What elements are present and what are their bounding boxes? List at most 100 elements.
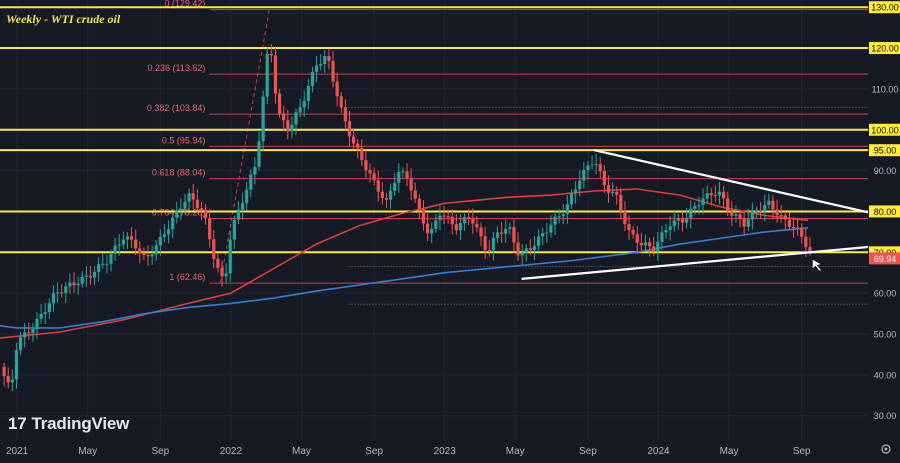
candle[interactable] xyxy=(199,208,204,210)
candle[interactable] xyxy=(125,236,130,240)
candle[interactable] xyxy=(31,329,35,334)
candle[interactable] xyxy=(483,236,487,251)
candle[interactable] xyxy=(771,200,775,210)
candle[interactable] xyxy=(113,245,117,254)
candle[interactable] xyxy=(499,232,504,234)
candle[interactable] xyxy=(195,199,199,209)
candle[interactable] xyxy=(458,222,463,231)
candle[interactable] xyxy=(277,93,282,114)
candle[interactable] xyxy=(504,228,508,234)
candle[interactable] xyxy=(257,141,261,167)
candle[interactable] xyxy=(27,332,31,334)
candle[interactable] xyxy=(656,241,660,252)
candle[interactable] xyxy=(573,189,578,194)
candle[interactable] xyxy=(532,246,537,250)
candle[interactable] xyxy=(364,160,368,171)
candle[interactable] xyxy=(212,239,216,259)
candle[interactable] xyxy=(639,243,643,246)
candle[interactable] xyxy=(520,252,524,256)
candle[interactable] xyxy=(302,100,306,108)
candle[interactable] xyxy=(808,247,812,252)
candle[interactable] xyxy=(491,237,495,251)
candle[interactable] xyxy=(726,198,730,212)
candle[interactable] xyxy=(146,255,150,257)
candle[interactable] xyxy=(541,233,545,237)
candle[interactable] xyxy=(55,292,60,294)
candle[interactable] xyxy=(553,216,557,225)
candle[interactable] xyxy=(314,65,319,73)
candle[interactable] xyxy=(791,226,796,228)
candle[interactable] xyxy=(80,276,84,284)
candle[interactable] xyxy=(668,226,672,231)
candle[interactable] xyxy=(775,209,779,216)
candle[interactable] xyxy=(467,217,471,219)
candle[interactable] xyxy=(405,171,409,179)
candle[interactable] xyxy=(240,203,245,210)
candle[interactable] xyxy=(602,170,606,186)
candle[interactable] xyxy=(220,267,224,277)
candle[interactable] xyxy=(154,245,158,255)
candle[interactable] xyxy=(565,204,569,215)
candle[interactable] xyxy=(216,258,220,268)
candle[interactable] xyxy=(269,53,273,56)
candle[interactable] xyxy=(171,217,175,230)
candle[interactable] xyxy=(689,208,693,219)
candle[interactable] xyxy=(179,208,183,211)
candle[interactable] xyxy=(722,191,726,199)
candle[interactable] xyxy=(294,112,298,125)
candle[interactable] xyxy=(462,217,467,223)
candle[interactable] xyxy=(187,193,191,202)
candle[interactable] xyxy=(672,220,676,227)
candle[interactable] xyxy=(582,170,586,181)
candle[interactable] xyxy=(166,229,171,235)
candle[interactable] xyxy=(298,107,302,113)
candle[interactable] xyxy=(495,232,500,238)
candle[interactable] xyxy=(713,195,717,197)
candle[interactable] xyxy=(627,224,631,231)
candle[interactable] xyxy=(134,239,138,249)
candle[interactable] xyxy=(306,85,310,101)
candle[interactable] xyxy=(397,172,401,183)
candle[interactable] xyxy=(754,210,759,212)
candle[interactable] xyxy=(487,250,491,252)
candle[interactable] xyxy=(615,191,619,195)
candle[interactable] xyxy=(578,180,582,190)
candle[interactable] xyxy=(121,239,125,245)
candle[interactable] xyxy=(450,216,454,225)
candle[interactable] xyxy=(372,173,376,181)
candle[interactable] xyxy=(648,242,652,247)
candle[interactable] xyxy=(232,219,236,240)
candle[interactable] xyxy=(105,263,109,265)
candle[interactable] xyxy=(88,275,93,278)
candle[interactable] xyxy=(635,234,639,244)
candle[interactable] xyxy=(245,189,249,204)
candle[interactable] xyxy=(175,210,179,218)
candle[interactable] xyxy=(643,242,648,246)
candle[interactable] xyxy=(569,193,574,205)
candle[interactable] xyxy=(39,313,43,319)
candle[interactable] xyxy=(508,227,512,229)
candle[interactable] xyxy=(590,164,594,166)
candle[interactable] xyxy=(191,193,195,200)
candle[interactable] xyxy=(6,376,10,383)
candle[interactable] xyxy=(331,60,335,82)
candle[interactable] xyxy=(750,210,754,220)
candle[interactable] xyxy=(709,193,713,196)
candle[interactable] xyxy=(442,215,446,217)
candle[interactable] xyxy=(265,53,269,97)
candle[interactable] xyxy=(380,191,384,199)
candle[interactable] xyxy=(76,283,80,286)
candle[interactable] xyxy=(228,239,232,274)
candle[interactable] xyxy=(162,234,167,237)
candle[interactable] xyxy=(685,218,689,223)
candle[interactable] xyxy=(101,263,105,265)
candle[interactable] xyxy=(282,113,286,121)
candle[interactable] xyxy=(43,312,47,314)
candle[interactable] xyxy=(800,227,804,237)
candle[interactable] xyxy=(446,216,450,218)
candle[interactable] xyxy=(610,191,615,193)
candle[interactable] xyxy=(384,198,389,200)
candle[interactable] xyxy=(598,163,602,171)
candle[interactable] xyxy=(150,254,154,257)
candle[interactable] xyxy=(236,209,241,220)
